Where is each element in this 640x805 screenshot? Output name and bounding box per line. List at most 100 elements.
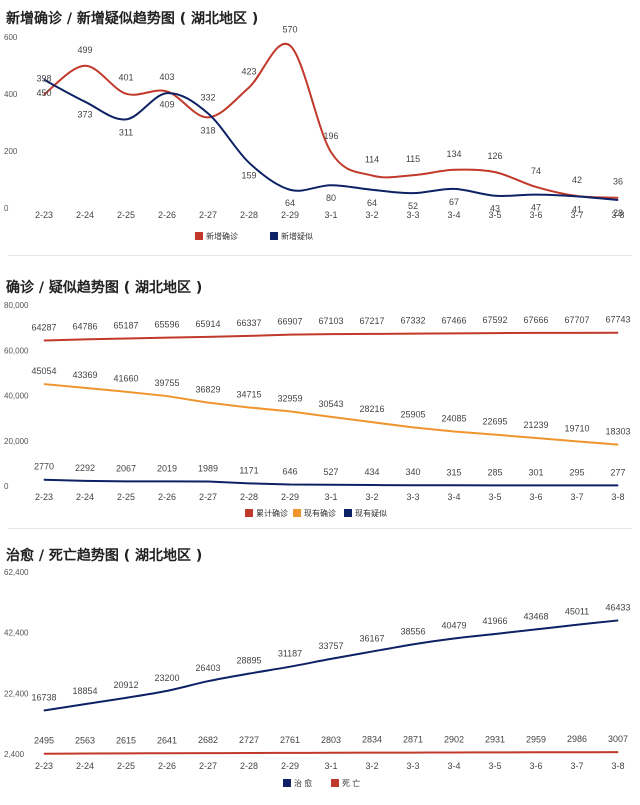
data-point [412,643,414,645]
data-point [166,92,168,94]
data-label: 41 [572,204,582,214]
data-label: 25905 [400,409,425,419]
data-label: 311 [119,127,133,137]
data-point [207,680,209,682]
x-tick-label: 3-8 [611,492,624,502]
data-label: 33757 [318,641,343,651]
data-point [535,751,537,753]
data-label: 64 [285,198,295,208]
data-label: 401 [118,73,133,83]
data-label: 646 [282,467,297,477]
data-point [494,195,496,197]
data-label: 2067 [116,463,136,473]
y-tick-label: 0 [4,204,9,213]
legend-label: 治 愈 [294,778,312,788]
data-point [166,690,168,692]
data-point [43,753,45,755]
chart-panel-recovered-deaths: 治愈 / 死亡趋势图 ( 湖北地区 ) 62,400 42,400 22,400 2,… [0,535,640,805]
data-point [84,338,86,340]
y-tick-label: 60,000 [4,346,29,355]
data-label: 67743 [605,315,630,325]
data-point [494,434,496,436]
data-label: 67103 [318,316,343,326]
data-label: 67 [449,197,459,207]
series-line-0 [43,42,619,199]
divider [8,528,632,529]
data-point [330,184,332,186]
data-point [617,619,619,621]
y-tick-label: 22,400 [4,689,29,698]
data-label: 20912 [113,680,138,690]
x-tick-label: 2-26 [158,210,176,220]
data-point [289,334,291,336]
data-point [371,189,373,191]
data-label: 340 [405,467,420,477]
data-label: 41660 [113,374,138,384]
data-point [453,431,455,433]
x-tick-label: 2-24 [76,492,94,502]
x-tick-label: 3-4 [447,761,460,771]
data-label: 46433 [605,602,630,612]
data-point [207,752,209,754]
legend-swatch [283,779,291,787]
data-point [125,697,127,699]
data-point [576,484,578,486]
x-tick-label: 2-25 [117,492,135,502]
data-label: 31187 [278,649,302,659]
data-label: 26403 [195,663,220,673]
data-point [125,338,127,340]
line-chart-totals: 80,000 60,000 40,000 20,000 0 2-23 2-24 2-25 2-2… [4,301,631,518]
data-point [289,752,291,754]
data-label: 18854 [72,686,97,696]
data-point [248,86,250,88]
x-tick-label: 2-28 [240,210,258,220]
data-label: 301 [528,467,543,477]
data-point [617,332,619,334]
legend-label: 新增确诊 [206,231,238,241]
x-tick-label: 2-29 [281,492,299,502]
legend-label: 累计确诊 [256,508,288,518]
y-tick-label: 0 [4,482,9,491]
data-label: 67217 [359,316,384,326]
legend-swatch [270,232,278,240]
data-point [617,199,619,201]
legend-label: 现有确诊 [304,508,336,518]
x-tick-label: 2-23 [35,492,53,502]
data-point [330,658,332,660]
x-tick-label: 2-27 [199,761,217,771]
line-chart-recovered: 62,400 42,400 22,400 2,400 2-23 2-24 2-25 2-26 2… [4,568,631,788]
data-label: 409 [159,99,174,109]
chart-title: 确诊 / 疑似趋势图 ( 湖北地区 ) [6,280,203,296]
data-point [289,484,291,486]
chart-title: 新增确诊 / 新增疑似趋势图 ( 湖北地区 ) [6,11,259,27]
x-tick-label: 3-6 [529,492,542,502]
data-label: 2959 [526,734,546,744]
x-tick-label: 3-1 [324,210,337,220]
data-point [166,395,168,397]
data-point [289,189,291,191]
x-tick-label: 3-5 [488,492,501,502]
x-tick-label: 3-3 [406,761,419,771]
data-point [289,666,291,668]
data-point [453,637,455,639]
x-tick-label: 3-6 [529,210,542,220]
data-point [412,192,414,194]
data-label: 45011 [565,607,589,617]
data-label: 43 [490,204,500,214]
data-label: 52 [408,201,418,211]
data-label: 527 [323,467,338,477]
data-point [535,194,537,196]
data-point [453,484,455,486]
data-point [125,480,127,482]
chart-panel-new-cases: 新增确诊 / 新增疑似趋势图 ( 湖北地区 ) 600 400 200 0 2-23 2-… [0,0,640,258]
data-label: 295 [569,467,584,477]
data-label: 398 [36,74,51,84]
data-point [43,383,45,385]
data-point [576,332,578,334]
data-point [207,402,209,404]
data-label: 318 [200,125,215,135]
data-label: 47 [531,203,541,213]
data-point [84,101,86,103]
data-point [617,197,619,199]
legend-label: 死 亡 [342,778,360,788]
